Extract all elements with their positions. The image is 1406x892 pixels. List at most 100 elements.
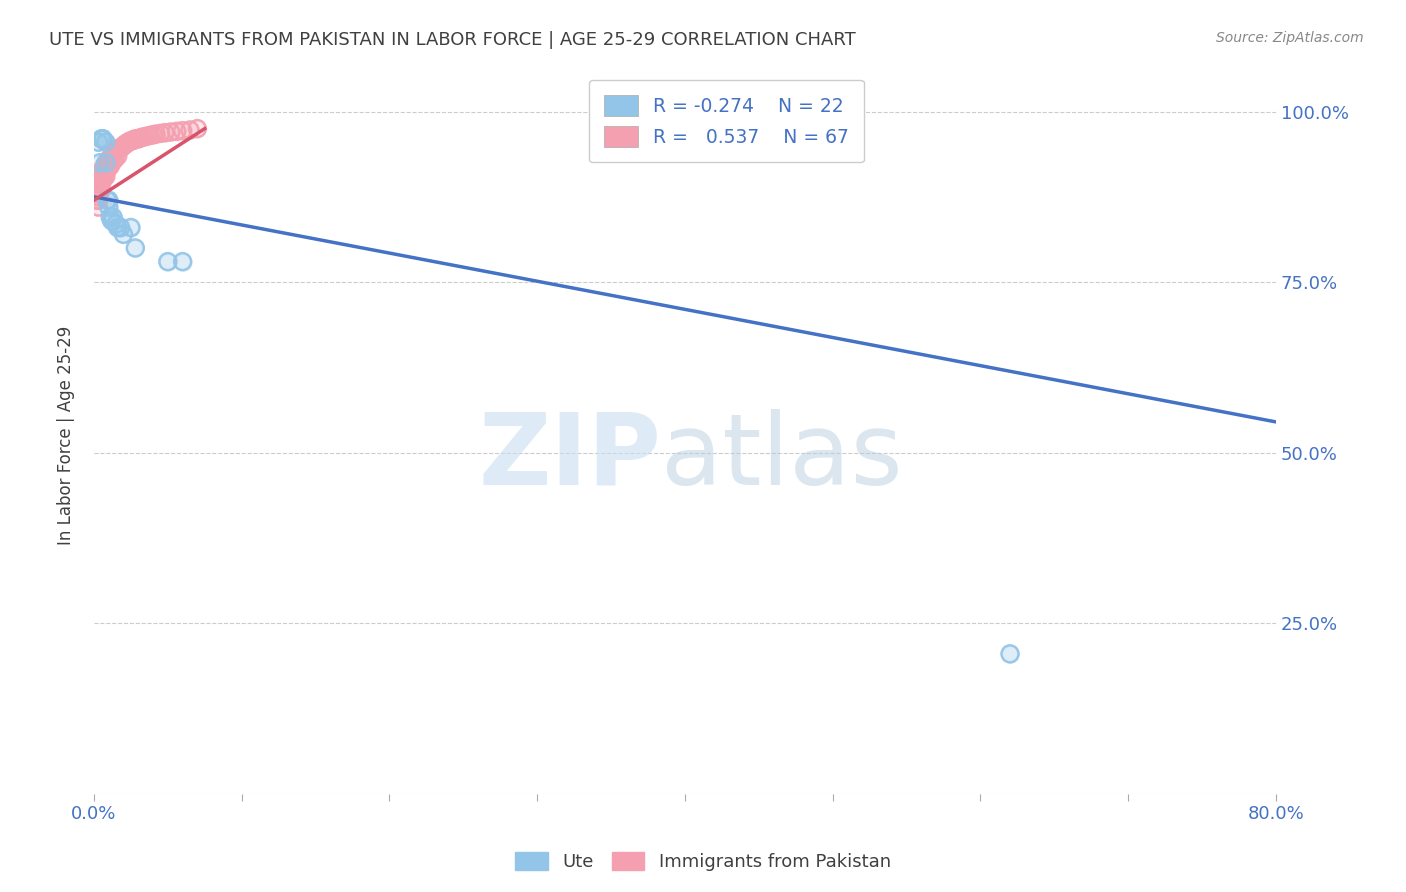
- Point: [86, 193, 108, 207]
- Point: [93, 159, 115, 173]
- Point: [87, 193, 110, 207]
- Point: [97, 159, 120, 173]
- Point: [101, 211, 124, 225]
- Point: [179, 123, 201, 137]
- Point: [121, 133, 143, 147]
- Point: [156, 254, 179, 268]
- Point: [87, 190, 110, 204]
- Text: ZIP: ZIP: [478, 409, 661, 506]
- Point: [86, 186, 108, 201]
- Point: [87, 173, 110, 187]
- Text: Source: ZipAtlas.com: Source: ZipAtlas.com: [1216, 31, 1364, 45]
- Y-axis label: In Labor Force | Age 25-29: In Labor Force | Age 25-29: [58, 326, 75, 545]
- Point: [94, 135, 117, 149]
- Point: [89, 169, 111, 184]
- Point: [96, 162, 118, 177]
- Point: [101, 145, 124, 160]
- Point: [145, 127, 167, 141]
- Point: [90, 183, 112, 197]
- Point: [94, 155, 117, 169]
- Point: [87, 190, 110, 204]
- Point: [89, 155, 111, 169]
- Point: [101, 153, 124, 167]
- Point: [149, 127, 172, 141]
- Point: [121, 133, 143, 147]
- Point: [110, 220, 132, 235]
- Point: [93, 166, 115, 180]
- Point: [136, 129, 159, 144]
- Point: [98, 211, 121, 225]
- Point: [93, 166, 115, 180]
- Point: [100, 149, 122, 163]
- Point: [112, 138, 135, 153]
- Point: [94, 169, 117, 184]
- Point: [87, 200, 110, 214]
- Point: [94, 159, 117, 173]
- Point: [107, 142, 129, 156]
- Point: [94, 155, 117, 169]
- Point: [107, 149, 129, 163]
- Point: [129, 130, 152, 145]
- Point: [89, 176, 111, 190]
- Point: [86, 186, 108, 201]
- Point: [96, 162, 118, 177]
- Point: [97, 193, 120, 207]
- Point: [998, 647, 1021, 661]
- Point: [97, 153, 120, 167]
- Point: [104, 153, 127, 167]
- Point: [145, 127, 167, 141]
- Point: [117, 135, 139, 149]
- Point: [97, 153, 120, 167]
- Point: [90, 132, 112, 146]
- Point: [124, 132, 146, 146]
- Point: [127, 132, 149, 146]
- Point: [97, 159, 120, 173]
- Point: [115, 136, 138, 151]
- Point: [129, 130, 152, 145]
- Point: [98, 159, 121, 173]
- Point: [124, 241, 146, 255]
- Point: [91, 173, 114, 187]
- Point: [91, 173, 114, 187]
- Point: [186, 121, 208, 136]
- Point: [91, 132, 114, 146]
- Point: [89, 155, 111, 169]
- Point: [107, 142, 129, 156]
- Point: [107, 149, 129, 163]
- Point: [114, 137, 136, 152]
- Point: [128, 131, 150, 145]
- Point: [96, 155, 118, 169]
- Point: [100, 213, 122, 227]
- Point: [97, 200, 120, 214]
- Point: [111, 140, 134, 154]
- Point: [108, 142, 131, 156]
- Point: [122, 133, 145, 147]
- Point: [94, 135, 117, 149]
- Point: [159, 125, 181, 139]
- Point: [128, 131, 150, 145]
- Point: [94, 159, 117, 173]
- Point: [166, 124, 188, 138]
- Point: [139, 128, 162, 143]
- Point: [111, 140, 134, 154]
- Point: [98, 153, 121, 167]
- Point: [87, 186, 110, 201]
- Point: [105, 144, 128, 158]
- Point: [101, 153, 124, 167]
- Point: [139, 128, 162, 143]
- Point: [91, 132, 114, 146]
- Point: [107, 220, 129, 235]
- Point: [124, 241, 146, 255]
- Point: [90, 173, 112, 187]
- Point: [104, 145, 127, 160]
- Point: [96, 155, 118, 169]
- Point: [91, 162, 114, 177]
- Point: [153, 126, 176, 140]
- Point: [124, 132, 146, 146]
- Point: [87, 135, 110, 149]
- Point: [87, 200, 110, 214]
- Point: [87, 193, 110, 207]
- Point: [94, 162, 117, 177]
- Point: [127, 132, 149, 146]
- Point: [91, 166, 114, 180]
